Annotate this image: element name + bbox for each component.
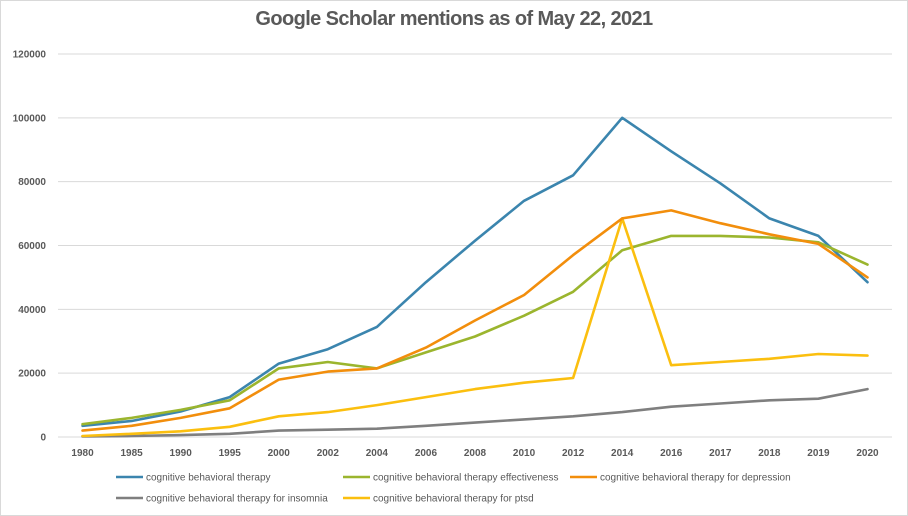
x-tick-label: 2018: [758, 448, 781, 459]
x-tick-label: 2002: [317, 448, 340, 459]
y-tick-label: 40000: [18, 305, 46, 316]
series-line-1: [81, 234, 869, 426]
series-lines: [81, 116, 869, 438]
legend-label: cognitive behavioral therapy for depress…: [600, 473, 791, 484]
y-tick-label: 80000: [18, 177, 46, 188]
legend-item: cognitive behavioral therapy for insomni…: [116, 494, 328, 505]
x-tick-label: 1995: [219, 448, 242, 459]
legend-item: cognitive behavioral therapy: [116, 473, 271, 484]
series-line-0: [81, 116, 869, 428]
x-axis-ticks: 1980 1985 1990 1995 2000 2002 2004 2006 2008 2010…: [71, 448, 879, 459]
y-tick-label: 120000: [13, 50, 47, 61]
legend-label: cognitive behavioral therapy effectivene…: [373, 473, 558, 484]
legend-label: cognitive behavioral therapy: [146, 473, 271, 484]
legend-item: cognitive behavioral therapy effectivene…: [343, 473, 558, 484]
x-tick-label: 2010: [513, 448, 536, 459]
x-tick-label: 2012: [562, 448, 585, 459]
x-tick-label: 2006: [415, 448, 438, 459]
legend-label: cognitive behavioral therapy for ptsd: [373, 494, 534, 505]
y-tick-label: 60000: [18, 241, 46, 252]
x-tick-label: 2016: [660, 448, 683, 459]
legend-item: cognitive behavioral therapy for ptsd: [343, 494, 534, 505]
x-tick-label: 2008: [464, 448, 487, 459]
x-tick-label: 2004: [366, 448, 389, 459]
x-tick-label: 1980: [71, 448, 94, 459]
x-tick-label: 2020: [856, 448, 879, 459]
series-line-3: [81, 387, 869, 438]
y-tick-label: 100000: [13, 113, 47, 124]
x-tick-label: 1990: [170, 448, 193, 459]
series-line-4: [81, 217, 869, 438]
legend-item: cognitive behavioral therapy for depress…: [570, 473, 791, 484]
x-tick-label: 2019: [807, 448, 830, 459]
x-tick-label: 2000: [268, 448, 291, 459]
x-tick-label: 2017: [709, 448, 732, 459]
y-tick-label: 20000: [18, 369, 46, 380]
x-tick-label: 1985: [120, 448, 143, 459]
x-tick-label: 2014: [611, 448, 634, 459]
y-axis-ticks: 0 20000 40000 60000 80000 100000 120000: [13, 50, 47, 444]
y-tick-label: 0: [40, 433, 46, 444]
legend: cognitive behavioral therapy cognitive be…: [116, 473, 791, 505]
legend-label: cognitive behavioral therapy for insomni…: [146, 494, 328, 505]
chart-title: Google Scholar mentions as of May 22, 20…: [255, 8, 653, 30]
gridlines: [58, 53, 892, 438]
